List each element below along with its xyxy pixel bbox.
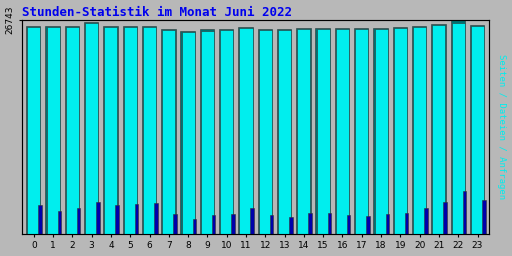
Bar <box>250 208 254 234</box>
Bar <box>412 26 426 234</box>
Bar <box>289 217 292 234</box>
Bar <box>65 26 79 234</box>
Bar <box>182 32 195 234</box>
Text: Stunden-Statistik im Monat Juni 2022: Stunden-Statistik im Monat Juni 2022 <box>22 6 292 19</box>
Bar <box>180 31 195 234</box>
Bar <box>315 28 330 234</box>
Bar <box>335 28 349 234</box>
Bar <box>143 27 156 234</box>
Bar <box>336 29 349 234</box>
Bar <box>231 214 234 234</box>
Bar <box>373 28 388 234</box>
Bar <box>96 202 100 234</box>
Bar <box>142 26 156 234</box>
Bar <box>405 213 409 234</box>
Bar <box>38 205 42 234</box>
Bar <box>443 202 447 234</box>
Bar <box>104 27 117 234</box>
Bar <box>124 27 137 234</box>
Bar <box>374 29 388 234</box>
Bar <box>424 208 428 234</box>
Bar <box>393 27 407 234</box>
Bar <box>200 29 214 234</box>
Bar <box>238 27 253 234</box>
Bar <box>26 26 40 234</box>
Bar <box>85 23 98 234</box>
Bar <box>297 29 310 234</box>
Bar <box>354 28 369 234</box>
Bar <box>270 215 273 234</box>
Y-axis label: Seiten / Dateien / Anfragen: Seiten / Dateien / Anfragen <box>498 54 506 199</box>
Bar <box>47 27 59 234</box>
Bar <box>470 25 484 234</box>
Bar <box>386 214 389 234</box>
Bar <box>355 29 368 234</box>
Bar <box>212 215 216 234</box>
Bar <box>277 29 291 234</box>
Bar <box>296 28 311 234</box>
Bar <box>201 30 214 234</box>
Bar <box>366 216 370 234</box>
Bar <box>431 24 445 234</box>
Bar <box>259 30 272 234</box>
Bar <box>278 30 291 234</box>
Bar <box>471 26 484 234</box>
Bar <box>413 27 426 234</box>
Bar <box>482 200 485 234</box>
Bar <box>162 30 176 234</box>
Bar <box>103 26 118 234</box>
Bar <box>347 215 351 234</box>
Bar <box>316 29 330 234</box>
Bar <box>66 27 79 234</box>
Bar <box>154 204 158 234</box>
Bar <box>308 213 312 234</box>
Bar <box>57 211 61 234</box>
Bar <box>193 219 196 234</box>
Bar <box>258 29 272 234</box>
Bar <box>46 26 60 234</box>
Bar <box>220 30 233 234</box>
Bar <box>27 27 40 234</box>
Bar <box>84 22 98 234</box>
Bar <box>463 191 466 234</box>
Bar <box>77 208 80 234</box>
Bar <box>328 213 331 234</box>
Bar <box>394 28 407 234</box>
Bar <box>115 205 119 234</box>
Bar <box>433 25 445 234</box>
Bar <box>452 23 465 234</box>
Bar <box>451 20 465 234</box>
Bar <box>219 29 233 234</box>
Bar <box>161 29 176 234</box>
Bar <box>135 204 138 234</box>
Bar <box>122 26 137 234</box>
Bar <box>240 28 252 234</box>
Bar <box>173 214 177 234</box>
